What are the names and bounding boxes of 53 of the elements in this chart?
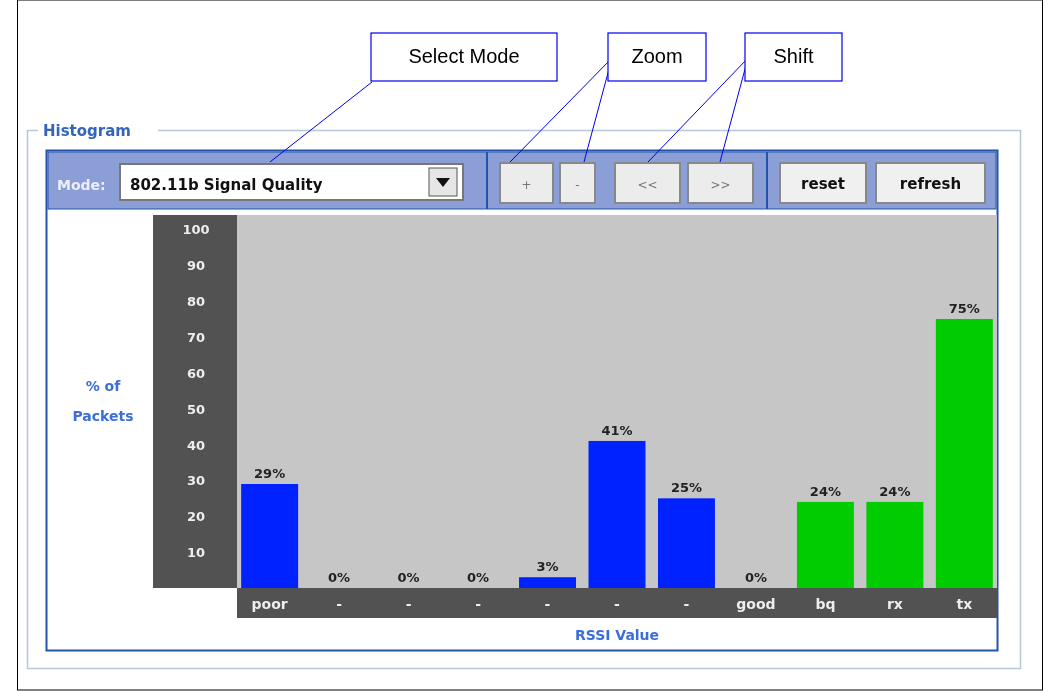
data-label: 41% (601, 422, 633, 438)
data-label: 29% (254, 465, 286, 481)
x-tick-label: - (544, 596, 551, 612)
data-label: 0% (744, 570, 767, 585)
text: Shift (773, 45, 814, 67)
bar (519, 577, 577, 588)
y-tick-label: 40 (186, 437, 206, 453)
x-tick-label: bq (815, 596, 836, 612)
y-axis-title: % of Packets (72, 378, 134, 424)
x-tick-label: - (683, 596, 690, 612)
data-label: 24% (879, 483, 911, 499)
x-tick-label: - (405, 596, 412, 612)
x-tick-label: - (475, 596, 482, 612)
x-tick-label: - (336, 596, 343, 612)
bar (241, 483, 299, 588)
y-tick-label: 80 (186, 294, 206, 310)
text: Zoom (631, 45, 683, 67)
text: reset (801, 175, 845, 193)
data-label: 0% (328, 570, 351, 585)
bar (866, 501, 924, 588)
data-label: 0% (397, 570, 420, 585)
text: << (637, 178, 658, 192)
bar (935, 319, 993, 588)
text: Select Mode (408, 45, 520, 67)
text: >> (710, 178, 731, 192)
y-tick-label: 60 (186, 365, 206, 381)
y-tick-label: 50 (186, 401, 206, 417)
y-tick-label: 90 (186, 258, 206, 274)
x-axis-title: RSSI Value (574, 627, 660, 643)
x-tick-label: - (614, 596, 621, 612)
text: Mode: (57, 177, 106, 193)
data-label: 75% (948, 301, 980, 317)
bar (796, 501, 854, 588)
x-tick-label: rx (886, 596, 903, 612)
data-label: 0% (467, 570, 490, 585)
y-tick-label: 30 (186, 473, 206, 489)
text: 802.11b Signal Quality (130, 176, 323, 194)
data-label: 3% (536, 559, 559, 575)
y-tick-label: 20 (186, 509, 206, 525)
text: refresh (899, 175, 962, 193)
bar (588, 440, 646, 588)
text: - (575, 178, 580, 192)
y-tick-label: 10 (186, 545, 206, 561)
bar (657, 498, 715, 588)
data-label: 24% (809, 483, 841, 499)
text: + (521, 178, 532, 192)
x-tick-label: poor (251, 596, 288, 612)
y-tick-label: 100 (182, 222, 210, 238)
y-tick-label: 70 (186, 329, 206, 345)
text: Histogram (43, 122, 131, 140)
data-label: 25% (670, 480, 703, 496)
x-tick-label: tx (956, 596, 973, 612)
x-tick-label: good (736, 596, 776, 612)
